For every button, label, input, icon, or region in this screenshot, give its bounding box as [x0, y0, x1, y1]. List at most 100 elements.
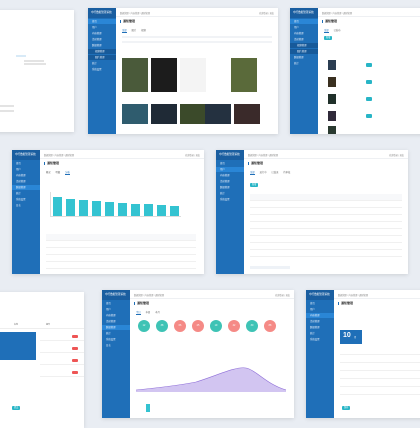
sidebar-item[interactable]: 内容管理 — [306, 313, 334, 318]
gallery-thumbnail[interactable] — [180, 104, 206, 124]
sidebar-item[interactable]: 用户 — [106, 308, 111, 311]
form-row[interactable] — [340, 372, 420, 379]
tab[interactable]: 已发布 — [333, 30, 341, 32]
form-field[interactable] — [16, 55, 26, 57]
sidebar-item[interactable]: 统计 — [92, 62, 97, 65]
sidebar-item[interactable]: 活动管理 — [106, 320, 116, 323]
sidebar-item[interactable]: 用户 — [310, 308, 315, 311]
user-menu[interactable]: 欢迎登录 | 退出 — [275, 295, 290, 297]
user-menu[interactable]: 欢迎登录 | 退出 — [389, 155, 404, 157]
sidebar-sub-item[interactable]: 视频管理 — [290, 43, 318, 48]
sidebar-item[interactable]: 日志 — [16, 204, 21, 207]
sidebar-item[interactable]: 内容管理 — [92, 32, 102, 35]
sidebar-sub-item[interactable]: 视频管理 — [88, 49, 116, 54]
sidebar-item[interactable]: 活动管理 — [220, 180, 230, 183]
form-row[interactable] — [340, 388, 420, 395]
tab[interactable]: 明细 — [55, 172, 61, 174]
delete-icon[interactable] — [72, 335, 78, 338]
sidebar-item[interactable]: 首页 — [310, 302, 315, 305]
sidebar-item[interactable]: 活动管理 — [294, 38, 304, 41]
sidebar-item[interactable]: 用户 — [216, 167, 244, 172]
sidebar-item[interactable]: 内容管理 — [294, 32, 304, 35]
sidebar-item[interactable]: 系统设置 — [16, 198, 26, 201]
form-row[interactable] — [340, 356, 420, 363]
form-field[interactable] — [0, 110, 14, 112]
delete-icon[interactable] — [72, 371, 78, 374]
delete-icon[interactable] — [72, 359, 78, 362]
sidebar-item[interactable]: 数据管理 — [294, 56, 304, 59]
tab[interactable]: 概况 — [46, 172, 51, 174]
list-action-button[interactable] — [366, 63, 372, 67]
form-field[interactable] — [0, 105, 14, 107]
form-row[interactable] — [340, 380, 420, 387]
add-button[interactable]: 新增 — [250, 183, 259, 187]
sidebar-item[interactable]: 活动管理 — [92, 38, 102, 41]
sidebar-item[interactable]: 内容管理 — [220, 174, 230, 177]
sidebar-item[interactable]: 数据管理 — [12, 185, 40, 190]
tab[interactable]: 本月 — [155, 312, 160, 314]
sidebar-item[interactable]: 系统设置 — [106, 338, 116, 341]
list-item[interactable] — [40, 346, 84, 353]
list-item[interactable] — [40, 358, 84, 365]
tab[interactable]: 待审核 — [283, 172, 291, 174]
sidebar-item[interactable]: 数据管理 — [220, 186, 230, 189]
list-item[interactable] — [40, 370, 84, 377]
form-row[interactable] — [340, 364, 420, 371]
sidebar-item[interactable]: 统计 — [16, 192, 21, 195]
sidebar-item[interactable]: 首页 — [88, 19, 116, 24]
sidebar-item[interactable]: 数据管理 — [92, 44, 102, 47]
sidebar-item[interactable]: 活动管理 — [16, 180, 26, 183]
form-row[interactable] — [340, 348, 420, 355]
tab[interactable]: 全部 — [122, 30, 127, 33]
gallery-thumbnail[interactable] — [151, 58, 177, 92]
tab[interactable]: 全部 — [250, 172, 255, 175]
gallery-thumbnail[interactable] — [180, 58, 206, 92]
add-button[interactable]: 新增 — [324, 36, 333, 40]
save-button[interactable]: 保存 — [342, 406, 351, 410]
gallery-thumbnail[interactable] — [151, 104, 177, 124]
selected-row[interactable] — [0, 332, 36, 360]
form-field[interactable] — [24, 60, 44, 62]
sidebar-item[interactable]: 内容管理 — [106, 314, 116, 317]
tab[interactable]: 分析 — [65, 172, 70, 175]
gallery-thumbnail[interactable] — [122, 104, 148, 124]
form-field[interactable] — [24, 63, 46, 65]
sidebar-item[interactable]: 首页 — [106, 302, 111, 305]
tab[interactable]: 进行中 — [259, 172, 267, 174]
list-action-button[interactable] — [366, 97, 372, 101]
gallery-thumbnail[interactable] — [234, 104, 260, 124]
gallery-thumbnail[interactable] — [205, 104, 231, 124]
sidebar-item[interactable]: 数据管理 — [102, 325, 130, 330]
user-menu[interactable]: 欢迎登录 | 退出 — [259, 13, 274, 15]
sidebar-sub-item[interactable]: 图片管理 — [88, 55, 116, 60]
list-action-button[interactable] — [366, 114, 372, 118]
list-action-button[interactable] — [366, 80, 372, 84]
sidebar-item[interactable]: 活动管理 — [310, 320, 320, 323]
tab[interactable]: 今日 — [136, 312, 141, 315]
sidebar-item[interactable]: 统计 — [220, 192, 225, 195]
submit-button[interactable]: 提交 — [12, 406, 21, 410]
sidebar-item[interactable]: 系统设置 — [92, 68, 102, 71]
sidebar-item[interactable]: 用户 — [294, 26, 299, 29]
sidebar-item[interactable]: 日志 — [106, 344, 111, 347]
sidebar-item[interactable]: 统计 — [310, 332, 315, 335]
tab[interactable]: 视频 — [141, 30, 146, 32]
tab[interactable]: 本周 — [145, 312, 151, 314]
tab[interactable]: 全部 — [324, 30, 329, 33]
sidebar-item[interactable]: 内容管理 — [16, 174, 26, 177]
list-item[interactable] — [40, 334, 84, 341]
pagination[interactable] — [250, 266, 290, 269]
sidebar-item[interactable]: 统计 — [294, 62, 299, 65]
user-menu[interactable]: 欢迎登录 | 退出 — [185, 155, 200, 157]
sidebar-item[interactable]: 用户 — [16, 168, 21, 171]
sidebar-item[interactable]: 首页 — [290, 19, 318, 24]
sidebar-item[interactable]: 统计 — [106, 332, 111, 335]
sidebar-item[interactable]: 首页 — [220, 162, 225, 165]
sidebar-sub-item[interactable]: 图片管理 — [290, 49, 318, 54]
sidebar-item[interactable]: 系统设置 — [310, 338, 320, 341]
gallery-thumbnail[interactable] — [231, 58, 257, 92]
delete-icon[interactable] — [72, 347, 78, 350]
sidebar-item[interactable]: 首页 — [16, 162, 21, 165]
sidebar-item[interactable]: 数据管理 — [310, 326, 320, 329]
sidebar-item[interactable]: 系统设置 — [220, 198, 230, 201]
